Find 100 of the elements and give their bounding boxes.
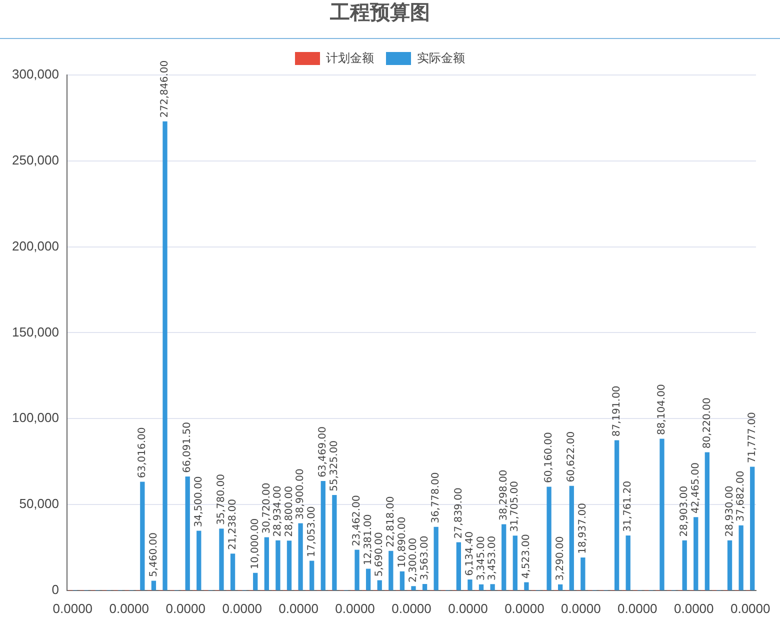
bar [377, 580, 382, 590]
data-label: 2,300.00 [408, 538, 420, 582]
data-label: 10,000.00 [250, 518, 261, 570]
bar [580, 558, 586, 590]
data-label: 272,846.00 [160, 60, 171, 118]
data-label: 5,460.00 [148, 532, 160, 578]
y-tick-label: 150,000 [12, 324, 59, 340]
x-tick-label: 0.0000 [504, 600, 544, 616]
x-tick-label: 0.0000 [561, 600, 601, 616]
y-tick-label: 100,000 [12, 410, 59, 426]
bar [230, 554, 236, 590]
bar [320, 481, 326, 590]
data-label: 87,191.00 [611, 386, 622, 437]
data-label: 63,469.00 [318, 426, 329, 478]
data-label: 17,053.00 [306, 506, 318, 558]
data-label: 3,453.00 [487, 536, 498, 580]
bar [614, 440, 620, 590]
bar [434, 526, 438, 590]
bar [478, 584, 484, 590]
data-label: 30,720.00 [261, 482, 272, 534]
data-label: 4,523.00 [521, 534, 532, 579]
data-label: 31,705.00 [510, 481, 521, 532]
data-label: 3,345.00 [476, 536, 487, 581]
y-tick-label: 200,000 [12, 238, 59, 254]
bar [704, 452, 710, 590]
bar [298, 523, 303, 590]
x-tick-label: 0.0000 [448, 600, 488, 616]
bar [276, 540, 280, 590]
data-label: 37,682.00 [736, 470, 747, 522]
bar [388, 550, 394, 590]
bar [219, 528, 224, 590]
data-label: 3,563.00 [419, 536, 430, 580]
x-tick-label: 0.0000 [109, 600, 149, 616]
chart-title: 工程预算图 [329, 0, 430, 24]
data-label: 31,761.20 [622, 480, 634, 532]
data-label: 27,839.00 [453, 488, 464, 539]
bar [626, 536, 630, 590]
data-label: 28,930.00 [724, 486, 736, 537]
data-label: 28,800.00 [284, 486, 295, 537]
x-tick-label: 0.0000 [730, 600, 770, 616]
data-label: 71,777.00 [746, 412, 758, 464]
bar [162, 121, 168, 590]
bar [310, 560, 314, 590]
data-label: 12,381.00 [362, 514, 374, 566]
data-label: 22,818.00 [386, 496, 396, 548]
y-tick-label: 0 [52, 582, 59, 597]
data-label: 60,622.00 [566, 431, 578, 482]
bar [196, 530, 202, 590]
bar [411, 586, 416, 590]
bar [694, 517, 698, 590]
bar [253, 572, 258, 590]
data-label: 3,290.00 [554, 536, 566, 581]
data-label: 5,690.00 [374, 532, 386, 577]
bar [558, 584, 563, 590]
data-label: 34,500.00 [193, 476, 204, 528]
data-label: 28,903.00 [679, 486, 690, 537]
data-label: 23,462.00 [352, 495, 363, 546]
bar [151, 580, 156, 590]
bar [185, 476, 190, 590]
y-tick-label: 50,000 [19, 496, 59, 512]
x-tick-label: 0.0000 [392, 600, 432, 616]
data-label: 42,465.00 [690, 462, 702, 514]
data-label: 38,900.00 [295, 468, 306, 520]
bar [682, 540, 687, 590]
data-label: 35,780.00 [216, 474, 228, 525]
data-label: 6,134.40 [464, 531, 476, 576]
data-label: 88,104.00 [656, 384, 668, 436]
data-label: 36,778.00 [430, 472, 442, 524]
data-label: 80,220.00 [702, 398, 713, 449]
bar [738, 525, 744, 590]
bar [727, 540, 732, 590]
bar [400, 571, 405, 590]
y-tick-label: 250,000 [12, 152, 59, 168]
x-tick-label: 0.0000 [166, 600, 206, 616]
data-label: 18,937.00 [578, 502, 589, 554]
bar [512, 536, 518, 590]
data-label: 66,091.50 [182, 422, 194, 473]
bar [750, 466, 755, 590]
x-tick-label: 0.0000 [618, 600, 658, 616]
bar [468, 580, 472, 590]
bar [422, 584, 428, 590]
bar [332, 495, 337, 590]
bar [546, 486, 552, 590]
x-tick-label: 0.0000 [278, 600, 318, 616]
x-tick-label: 0.0000 [222, 600, 262, 616]
y-tick-label: 300,000 [12, 66, 59, 82]
bar [354, 550, 360, 590]
bar [524, 582, 529, 590]
bar [569, 486, 574, 590]
data-label: 60,160.00 [544, 432, 555, 484]
data-label: 10,890.00 [396, 516, 408, 568]
bar [660, 438, 664, 590]
data-label: 21,238.00 [227, 499, 238, 550]
data-label: 28,934.00 [272, 486, 284, 537]
bar [286, 540, 292, 590]
x-tick-label: 0.0000 [52, 600, 93, 616]
bar [502, 524, 506, 590]
bar [456, 542, 462, 590]
data-label: 38,298.00 [498, 470, 510, 521]
legend-label: 计划金额 [326, 50, 374, 65]
